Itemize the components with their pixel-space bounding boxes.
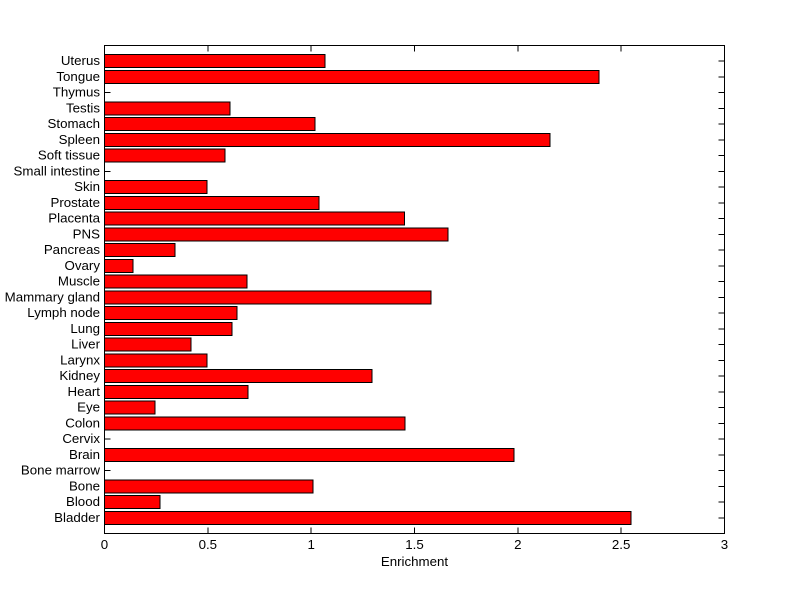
svg-text:Soft tissue: Soft tissue [38,148,100,163]
svg-text:Cervix: Cervix [62,431,100,446]
svg-text:0: 0 [101,537,108,552]
svg-text:Bone marrow: Bone marrow [21,463,100,478]
svg-text:2: 2 [514,537,521,552]
svg-text:Placenta: Placenta [48,211,100,226]
svg-text:Tongue: Tongue [56,69,100,84]
svg-text:Prostate: Prostate [50,195,100,210]
svg-text:1: 1 [307,537,314,552]
svg-text:Mammary gland: Mammary gland [5,289,100,304]
svg-text:2.5: 2.5 [612,537,631,552]
svg-text:Larynx: Larynx [60,352,100,367]
svg-text:Skin: Skin [74,179,100,194]
svg-text:Stomach: Stomach [48,116,100,131]
svg-text:Pancreas: Pancreas [44,242,101,257]
svg-text:Thymus: Thymus [53,85,101,100]
svg-text:3: 3 [721,537,728,552]
svg-text:Heart: Heart [67,384,100,399]
svg-text:Enrichment: Enrichment [381,554,449,569]
svg-text:Brain: Brain [69,447,100,462]
svg-text:Liver: Liver [71,337,100,352]
svg-text:Lung: Lung [70,321,100,336]
svg-text:Bladder: Bladder [54,510,100,525]
svg-text:Testis: Testis [66,100,100,115]
svg-text:PNS: PNS [73,226,100,241]
svg-text:Blood: Blood [66,494,100,509]
svg-text:Uterus: Uterus [61,53,101,68]
svg-text:Small intestine: Small intestine [14,163,100,178]
svg-text:1.5: 1.5 [405,537,424,552]
svg-text:Muscle: Muscle [58,274,100,289]
svg-text:0.5: 0.5 [199,537,218,552]
svg-text:Bone: Bone [69,478,100,493]
svg-text:Lymph node: Lymph node [27,305,100,320]
svg-text:Kidney: Kidney [59,368,100,383]
svg-text:Eye: Eye [77,400,100,415]
svg-text:Colon: Colon [65,415,100,430]
svg-text:Ovary: Ovary [65,258,101,273]
svg-text:Spleen: Spleen [59,132,100,147]
